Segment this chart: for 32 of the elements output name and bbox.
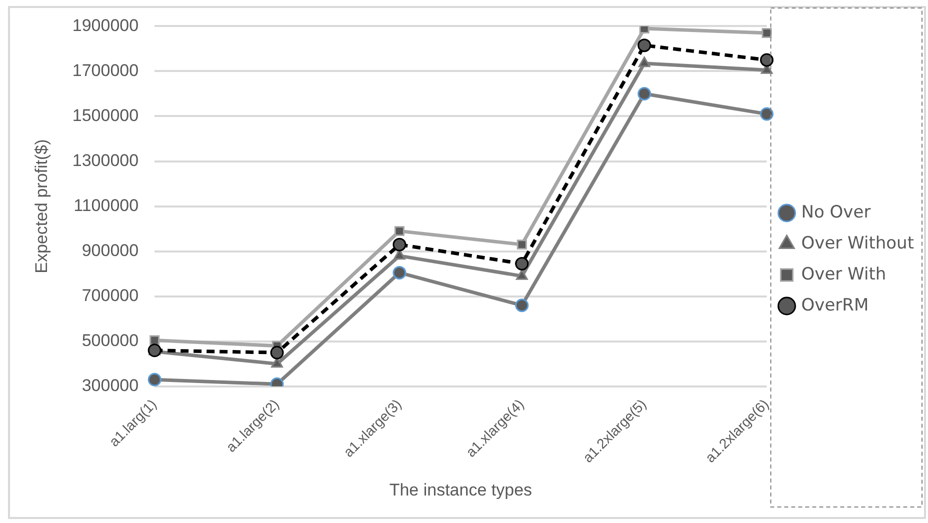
point — [639, 26, 650, 34]
point — [394, 226, 404, 236]
y-tick-label: 1500000 — [72, 106, 139, 125]
y-tick-label: 500000 — [82, 331, 139, 350]
legend-label: Over Without — [801, 233, 914, 254]
legend-label: Over With — [801, 264, 886, 284]
point — [515, 256, 529, 270]
y-axis-title: Expected profit($) — [32, 139, 51, 274]
legend-label: OverRM — [801, 295, 869, 316]
point — [516, 269, 528, 280]
point — [392, 238, 406, 252]
point — [150, 335, 160, 346]
y-tick-label: 1900000 — [72, 16, 139, 35]
point — [392, 266, 406, 280]
point — [638, 86, 652, 100]
point — [762, 28, 772, 38]
point — [515, 298, 529, 312]
point — [760, 107, 774, 121]
y-tick-label: 1700000 — [72, 60, 139, 80]
point — [760, 53, 774, 67]
y-tick-label: 1100000 — [74, 196, 139, 215]
y-tick-label: 300000 — [82, 376, 139, 396]
y-tick-label: 1300000 — [72, 150, 139, 170]
point — [638, 56, 650, 68]
point — [148, 372, 162, 386]
point — [270, 346, 284, 360]
x-axis-title: The instance types — [389, 480, 532, 500]
point — [516, 240, 527, 250]
y-tick-label: 900000 — [82, 241, 139, 260]
point — [638, 38, 652, 52]
legend-label: No Over — [801, 202, 871, 222]
y-tick-label: 700000 — [82, 286, 139, 306]
